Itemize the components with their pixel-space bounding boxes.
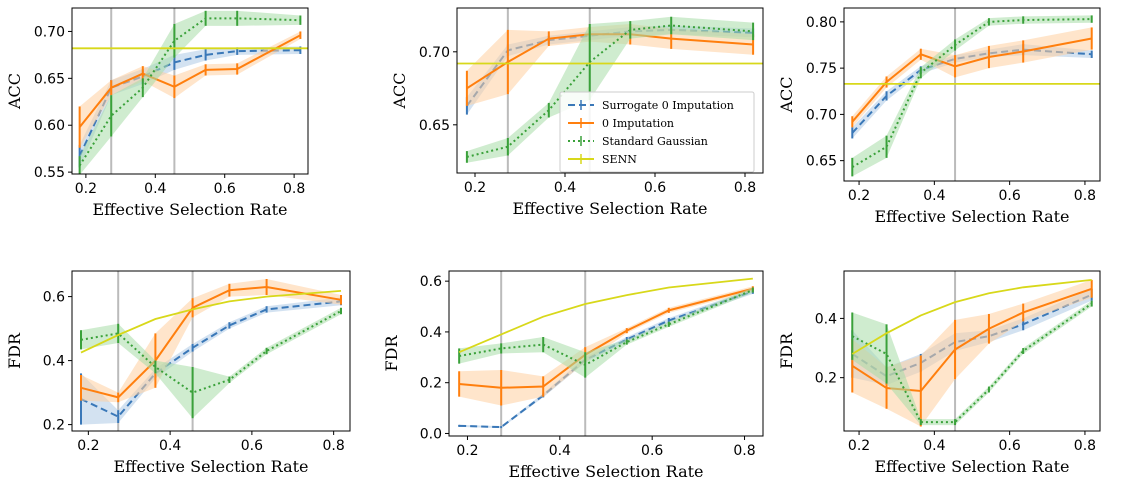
chart-panel-5: 0.2 0.4 0.6 0.8 0.0 0.2 0.4 0.6 Effective Select…: [382, 270, 764, 481]
y-tick-label: 0.2: [420, 376, 442, 392]
plot-area: [72, 8, 308, 174]
x-tick-label: 0.8: [1074, 438, 1096, 454]
x-tick-label: 0.8: [734, 180, 756, 196]
y-axis-label: FDR: [5, 332, 24, 369]
x-tick-label: 0.4: [144, 181, 166, 197]
plot-area: [458, 271, 754, 436]
x-tick-label: 0.6: [999, 438, 1021, 454]
x-axis-label: Effective Selection Rate: [92, 200, 287, 219]
x-tick-label: 0.6: [214, 181, 236, 197]
y-tick-label: 0.2: [815, 371, 837, 387]
x-tick-label: 0.8: [323, 438, 345, 454]
legend-label: Standard Gaussian: [602, 135, 708, 148]
confidence-band: [79, 10, 301, 174]
y-tick-label: 0.4: [43, 354, 65, 370]
x-tick-label: 0.4: [923, 188, 945, 204]
y-tick-label: 0.70: [34, 24, 65, 40]
axes-frame: [456, 7, 764, 174]
y-tick-label: 0.55: [34, 165, 65, 181]
x-tick-label: 0.8: [283, 181, 305, 197]
y-tick-label: 0.4: [815, 311, 837, 327]
legend-label: Surrogate 0 Imputation: [602, 99, 734, 112]
axes-frame: [843, 270, 1101, 432]
y-tick-label: 0.2: [43, 418, 65, 434]
y-tick-label: 0.80: [806, 15, 837, 31]
y-tick-label: 0.65: [34, 71, 65, 87]
chart-panel-3: 0.2 0.4 0.6 0.8 0.65 0.70 0.75 0.80 Effective Se…: [777, 7, 1101, 226]
axes-frame: [843, 7, 1101, 182]
legend-label: SENN: [602, 153, 637, 166]
y-tick-label: 0.6: [420, 274, 442, 290]
x-tick-label: 0.2: [848, 438, 870, 454]
confidence-band: [852, 15, 1092, 177]
y-tick-label: 0.65: [806, 154, 837, 170]
confidence-band: [79, 31, 301, 148]
x-tick-label: 0.6: [644, 180, 666, 196]
y-axis-label: FDR: [777, 332, 796, 369]
y-tick-label: 0.75: [806, 61, 837, 77]
x-tick-label: 0.8: [1074, 188, 1096, 204]
legend-label: 0 Imputation: [602, 117, 674, 130]
x-tick-label: 0.6: [241, 438, 263, 454]
confidence-band: [852, 27, 1092, 128]
confidence-band: [80, 279, 342, 403]
axes-frame: [448, 270, 764, 437]
y-axis-label: FDR: [382, 335, 401, 372]
legend: Surrogate 0 Imputation 0 Imputation Standa…: [559, 91, 755, 173]
x-axis-label: Effective Selection Rate: [512, 199, 707, 218]
x-axis-label: Effective Selection Rate: [874, 457, 1069, 476]
x-tick-label: 0.2: [77, 438, 99, 454]
y-tick-label: 0.6: [43, 290, 65, 306]
y-tick-label: 0.0: [420, 426, 442, 442]
x-tick-label: 0.2: [75, 181, 97, 197]
plot-area: [851, 271, 1093, 431]
x-tick-label: 0.4: [554, 180, 576, 196]
y-tick-label: 0.65: [419, 118, 450, 134]
x-tick-label: 0.6: [641, 443, 663, 459]
y-tick-label: 0.60: [34, 118, 65, 134]
plot-area: [457, 8, 763, 173]
confidence-band: [80, 307, 342, 419]
y-axis-label: ACC: [777, 76, 796, 113]
confidence-band: [459, 287, 753, 378]
plot-area: [844, 8, 1100, 181]
x-axis-label: Effective Selection Rate: [508, 462, 703, 481]
x-tick-label: 0.2: [848, 188, 870, 204]
x-tick-label: 0.2: [456, 443, 478, 459]
x-tick-label: 0.6: [999, 188, 1021, 204]
legend-box: [559, 91, 755, 173]
x-axis-label: Effective Selection Rate: [113, 457, 308, 476]
confidence-band: [80, 297, 342, 425]
y-axis-label: ACC: [390, 72, 409, 109]
axes-frame: [71, 7, 309, 175]
chart-panel-6: 0.2 0.4 0.6 0.8 0.2 0.4 Effective Selection Ra…: [777, 270, 1101, 476]
y-axis-label: ACC: [5, 73, 24, 110]
plot-area: [79, 271, 343, 431]
chart-panel-1: 0.2 0.4 0.6 0.8 0.55 0.60 0.65 0.70 Effective Se…: [5, 7, 309, 219]
x-tick-label: 0.4: [923, 438, 945, 454]
chart-panel-4: 0.2 0.4 0.6 0.8 0.2 0.4 0.6 Effective Selection…: [5, 270, 351, 476]
chart-panel-2: 0.2 0.4 0.6 0.8 0.65 0.70 Effective Selection …: [390, 7, 764, 218]
confidence-band: [852, 300, 1092, 426]
x-tick-label: 0.4: [159, 438, 181, 454]
y-tick-label: 0.70: [806, 107, 837, 123]
series-line-senn: [80, 289, 342, 354]
series-line-senn: [458, 277, 753, 354]
x-tick-label: 0.2: [464, 180, 486, 196]
y-tick-label: 0.4: [420, 325, 442, 341]
x-tick-label: 0.4: [549, 443, 571, 459]
x-tick-label: 0.8: [733, 443, 755, 459]
y-tick-label: 0.70: [419, 45, 450, 61]
series-line-senn: [851, 278, 1092, 355]
axes-frame: [71, 270, 351, 432]
confidence-band: [466, 16, 754, 163]
x-axis-label: Effective Selection Rate: [874, 207, 1069, 226]
